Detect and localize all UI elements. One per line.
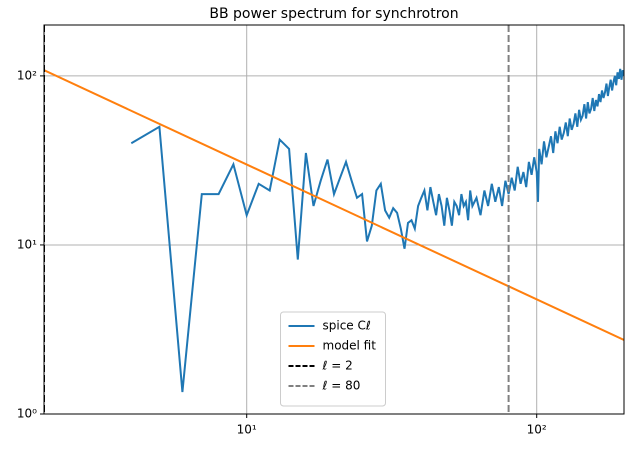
legend-label: spice Cℓ	[323, 319, 371, 333]
x-tick-label: 10¹	[237, 423, 257, 437]
chart-title: BB power spectrum for synchrotron	[209, 6, 458, 22]
y-tick-label: 10⁰	[17, 407, 37, 421]
legend-label: ℓ = 80	[322, 379, 361, 393]
data-line	[130, 68, 624, 393]
data-line	[44, 69, 624, 341]
y-tick-label: 10²	[17, 68, 37, 82]
x-tick-label: 10²	[527, 423, 547, 437]
legend-label: model fit	[323, 339, 377, 353]
legend-label: ℓ = 2	[322, 359, 353, 373]
y-tick-label: 10¹	[17, 237, 37, 251]
plot-frame	[43, 24, 625, 415]
legend-box	[280, 311, 386, 407]
